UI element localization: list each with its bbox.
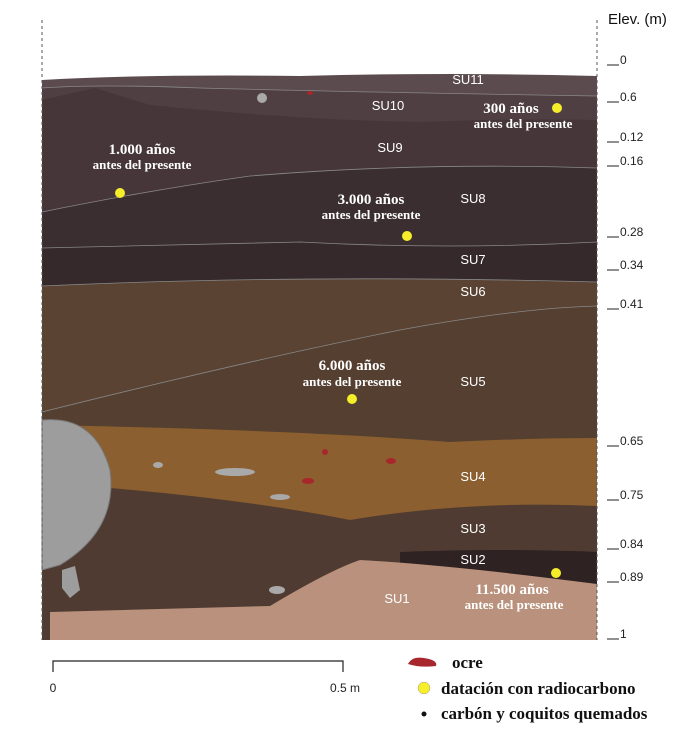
unit-label: SU1 [384, 591, 409, 606]
unit-label: SU7 [460, 252, 485, 267]
scale-bar [52, 660, 344, 672]
date-age: 11.500 años [475, 582, 549, 598]
elevation-label: 0.75 [620, 488, 644, 502]
elevation-label: 0.41 [620, 297, 644, 311]
date-note: antes del presente [465, 597, 564, 612]
unit-label: SU4 [460, 469, 485, 484]
unit-label: SU5 [460, 374, 485, 389]
gray-fragments [153, 93, 290, 594]
radiocarbon-dot [347, 394, 357, 404]
date-note: antes del presente [93, 157, 192, 172]
legend-label: datación con radiocarbono [441, 679, 636, 698]
elevation-label: 0.34 [620, 258, 644, 272]
radiocarbon-dot [551, 568, 561, 578]
legend-charcoal-icon [421, 711, 427, 717]
layer-su1 [50, 560, 597, 640]
legend-ochre-icon [408, 657, 437, 667]
rock-small [62, 566, 80, 598]
unit-label: SU2 [460, 552, 485, 567]
elevation-label: 0.28 [620, 225, 644, 239]
date-age: 1.000 años [109, 142, 176, 158]
date-age: 3.000 años [338, 192, 405, 208]
date-note: antes del presente [322, 207, 421, 222]
ochre-spots [302, 91, 396, 484]
rock [41, 419, 112, 571]
date-age: 300 años [483, 101, 539, 117]
unit-label: SU9 [377, 140, 402, 155]
radiocarbon-dot [115, 188, 125, 198]
layer-line [41, 85, 598, 413]
unit-label: SU10 [372, 98, 405, 113]
elevation-label: 0.12 [620, 130, 644, 144]
scale-end: 0.5 m [330, 681, 360, 695]
elevation-label: 1 [620, 627, 627, 641]
elevation-label: 0.84 [620, 537, 644, 551]
elevation-label: 0.16 [620, 154, 644, 168]
unit-label: SU6 [460, 284, 485, 299]
date-note: antes del presente [474, 116, 573, 131]
elevation-title: Elev. (m) [608, 11, 667, 28]
date-age: 6.000 años [319, 358, 386, 374]
elevation-label: 0 [620, 53, 627, 67]
elevation-label: 0.65 [620, 434, 644, 448]
elevation-label: 0.6 [620, 90, 637, 104]
elevation-scale: 0 0.6 0.12 0.16 0.28 0.34 0.41 0.65 0.75 0.84 0.89… [607, 53, 644, 641]
unit-label: SU3 [460, 521, 485, 536]
unit-label: SU11 [452, 72, 484, 87]
legend-label: carbón y coquitos quemados [441, 704, 648, 723]
elevation-label: 0.89 [620, 570, 644, 584]
radiocarbon-dot [552, 103, 562, 113]
scale-start: 0 [50, 681, 57, 695]
legend-dot-icon [417, 681, 431, 695]
radiocarbon-dot [402, 231, 412, 241]
unit-label: SU8 [460, 191, 485, 206]
date-note: antes del presente [303, 374, 402, 389]
legend-label: ocre [452, 653, 483, 672]
